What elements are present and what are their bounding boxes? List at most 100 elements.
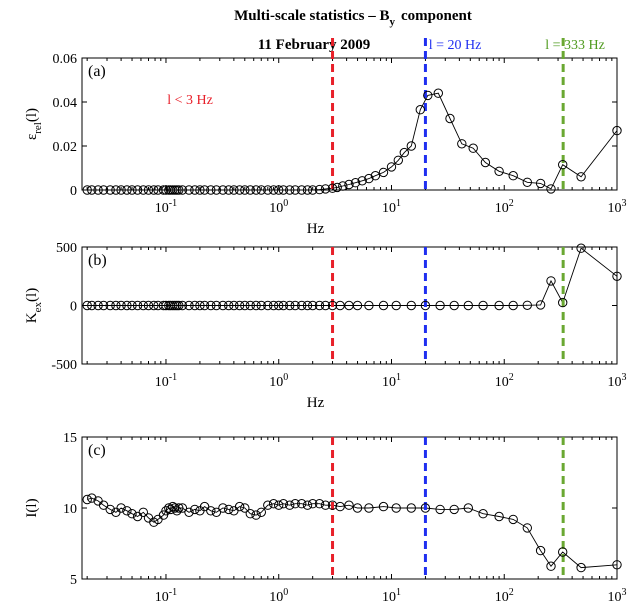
data-point bbox=[480, 157, 491, 168]
data-point bbox=[116, 300, 126, 311]
data-point bbox=[558, 297, 568, 308]
data-point bbox=[268, 185, 279, 195]
data-point bbox=[285, 185, 295, 195]
data-point bbox=[576, 172, 586, 182]
data-point bbox=[478, 300, 488, 311]
data-point bbox=[576, 243, 586, 253]
x-tick-label: 102 bbox=[495, 587, 514, 605]
data-point bbox=[174, 300, 184, 311]
data-point bbox=[320, 184, 331, 194]
y-tick-label: -500 bbox=[51, 358, 77, 373]
data-point bbox=[302, 300, 313, 311]
data-point bbox=[423, 90, 433, 101]
data-point bbox=[274, 300, 284, 311]
data-point bbox=[195, 300, 205, 311]
data-point bbox=[344, 179, 354, 190]
data-point bbox=[494, 300, 504, 311]
data-point bbox=[268, 499, 279, 509]
data-point bbox=[184, 300, 194, 311]
x-tick-label: 101 bbox=[382, 198, 401, 216]
y-tick-label: 5 bbox=[70, 573, 77, 588]
title-main: Multi-scale statistics – B bbox=[234, 8, 389, 24]
data-point bbox=[302, 185, 313, 195]
data-point bbox=[406, 300, 416, 311]
y-tick-label: 0.04 bbox=[53, 96, 78, 111]
data-point bbox=[433, 88, 443, 98]
annotation-blue: l = 20 Hz bbox=[429, 38, 482, 53]
data-point bbox=[87, 493, 97, 503]
data-point bbox=[457, 139, 467, 149]
data-point bbox=[122, 300, 132, 311]
data-point bbox=[93, 185, 103, 195]
y-axis-label: I(l) bbox=[24, 498, 40, 517]
data-point bbox=[211, 507, 222, 517]
data-point bbox=[285, 500, 295, 510]
data-point bbox=[87, 300, 97, 311]
data-point bbox=[522, 300, 532, 310]
data-point bbox=[199, 300, 210, 311]
x-tick-label: 103 bbox=[608, 587, 627, 605]
data-point bbox=[199, 185, 210, 195]
x-tick-label: 100 bbox=[269, 198, 288, 216]
data-point bbox=[327, 300, 338, 311]
data-point bbox=[116, 185, 126, 195]
y-tick-label: 0 bbox=[70, 184, 77, 199]
data-point bbox=[508, 514, 518, 525]
data-point bbox=[234, 185, 245, 195]
data-point bbox=[558, 547, 568, 557]
data-point bbox=[320, 300, 331, 311]
data-point bbox=[256, 507, 266, 517]
data-point bbox=[478, 509, 488, 519]
data-point bbox=[245, 185, 256, 195]
data-point bbox=[211, 185, 222, 195]
title-tail: component bbox=[401, 8, 472, 24]
data-point bbox=[302, 500, 313, 510]
data-point bbox=[285, 300, 295, 311]
data-point bbox=[206, 185, 216, 195]
data-point bbox=[391, 503, 401, 513]
data-point bbox=[218, 185, 228, 195]
data-point bbox=[174, 185, 184, 195]
data-point bbox=[449, 504, 459, 515]
data-point bbox=[218, 300, 228, 311]
data-point bbox=[546, 561, 556, 571]
data-point bbox=[263, 500, 273, 510]
x-tick-label: 101 bbox=[382, 587, 401, 605]
data-point bbox=[268, 300, 279, 311]
data-point bbox=[612, 271, 622, 281]
data-point bbox=[245, 509, 256, 519]
data-point bbox=[251, 185, 261, 195]
data-point bbox=[127, 300, 137, 311]
y-tick-label: 500 bbox=[56, 241, 77, 256]
data-point bbox=[177, 503, 188, 513]
data-point bbox=[274, 185, 284, 195]
data-point bbox=[327, 183, 338, 193]
data-point bbox=[290, 300, 300, 311]
data-point bbox=[138, 300, 149, 311]
data-point bbox=[352, 503, 363, 513]
data-point bbox=[274, 500, 284, 510]
data-point bbox=[161, 506, 171, 516]
data-point bbox=[98, 300, 109, 311]
data-point bbox=[297, 499, 307, 509]
data-point bbox=[314, 499, 325, 509]
data-point bbox=[224, 504, 234, 515]
data-point bbox=[224, 185, 234, 195]
data-point bbox=[449, 300, 459, 311]
data-point bbox=[172, 506, 182, 516]
data-point bbox=[206, 506, 216, 516]
panel-b: 10-1 100 101 102 103 -500 0 500 Hz Kex(l) (b) bbox=[24, 241, 627, 411]
y-tick-label: 15 bbox=[63, 431, 77, 446]
plot-frame bbox=[81, 57, 618, 191]
data-point bbox=[184, 185, 194, 195]
x-tick-label: 102 bbox=[495, 372, 514, 390]
data-point bbox=[494, 511, 504, 522]
data-point bbox=[143, 185, 154, 195]
data-point bbox=[105, 504, 115, 515]
data-point bbox=[132, 300, 143, 311]
data-point bbox=[370, 171, 381, 181]
data-point bbox=[420, 300, 431, 311]
data-point bbox=[105, 185, 115, 195]
data-point bbox=[558, 160, 568, 170]
data-point bbox=[314, 184, 325, 195]
